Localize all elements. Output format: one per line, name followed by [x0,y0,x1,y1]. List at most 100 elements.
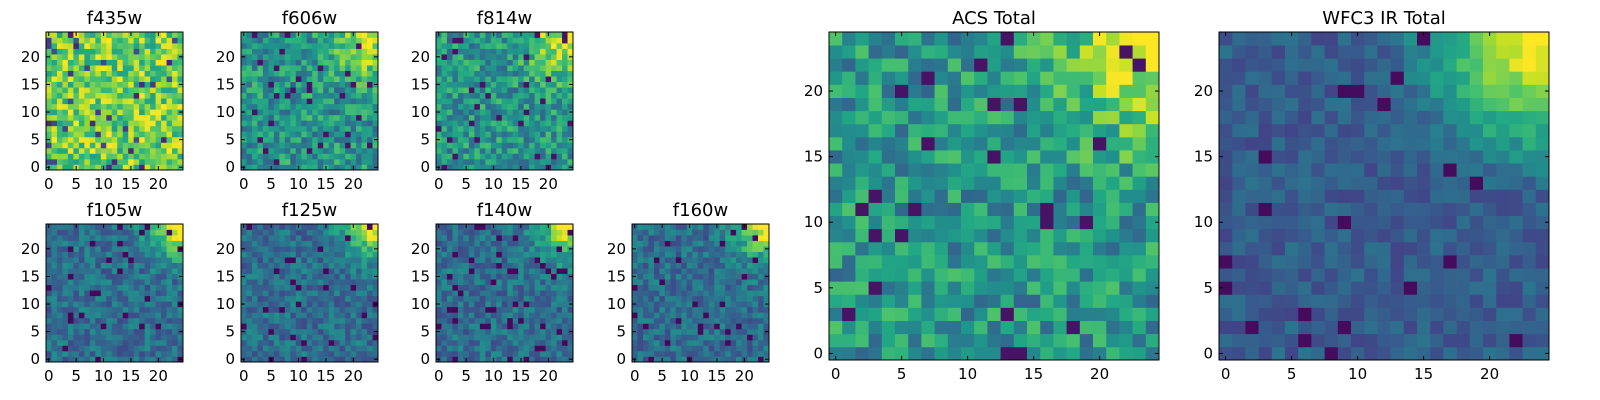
heatmap-cell [334,229,340,236]
heatmap-cell [100,65,107,71]
heatmap-cell [279,92,286,99]
heatmap-cell [251,328,258,335]
heatmap-cell [89,76,96,83]
heatmap-cell [295,301,302,308]
heatmap-cell [534,240,541,247]
heatmap-cell [361,295,368,302]
heatmap-cell [1145,320,1160,335]
heatmap-cell [144,92,151,99]
heatmap-cell [730,268,737,275]
heatmap-cell [46,125,52,132]
heatmap-cell [290,356,297,363]
heatmap-cell [51,164,58,171]
heatmap-cell [829,333,843,348]
heatmap-cell [139,235,145,241]
heatmap-cell [714,246,721,252]
heatmap-cell [507,240,514,247]
heatmap-cell [144,356,151,363]
heatmap-cell [463,158,470,165]
heatmap-cell [441,317,448,324]
heatmap-cell [752,295,759,302]
heatmap-cell [441,153,448,160]
heatmap-cell [659,295,666,302]
heatmap-cell [323,59,330,66]
heatmap-cell [361,65,368,71]
heatmap-cell [295,284,302,291]
heatmap-cell [62,350,69,357]
heatmap-cell [736,251,742,258]
heatmap-cell [763,290,770,297]
heatmap-cell [150,65,156,71]
heatmap-cell [855,189,869,203]
heatmap-cell [540,240,546,247]
heatmap-cell [1093,255,1107,269]
heatmap-cell [51,312,58,319]
heatmap-cell [161,279,167,286]
heatmap-cell [1040,320,1054,335]
heatmap-cell [106,356,113,363]
heatmap-cell [736,317,742,324]
heatmap-cell [372,262,379,269]
heatmap-cell [161,224,167,230]
heatmap-cell [262,246,269,252]
heatmap-cell [133,235,140,241]
heatmap-cell [144,125,151,132]
heatmap-cell [117,98,124,105]
heatmap-cell [562,306,568,313]
heatmap-cell [1093,228,1107,243]
heatmap-cell [262,87,269,94]
heatmap-cell [356,295,362,302]
heatmap-cell [268,328,275,335]
heatmap-cell [106,334,113,341]
heatmap-cell [545,295,552,302]
heatmap-cell [328,92,335,99]
heatmap-cell [501,81,508,88]
heatmap-cell [301,103,308,110]
heatmap-cell [747,240,753,247]
heatmap-cell [334,147,340,154]
heatmap-cell [556,158,563,165]
heatmap-cell [1079,228,1094,243]
heatmap-cell [457,136,464,143]
heatmap-cell [51,142,58,149]
heatmap-cell [100,235,107,241]
y-tick-label: 10 [21,295,40,313]
heatmap-cell [452,81,459,88]
y-tick-label: 10 [216,295,235,313]
heatmap-cell [1013,320,1028,335]
heatmap-cell [301,76,308,83]
heatmap-cell [106,70,113,77]
heatmap-cell [479,284,486,291]
heatmap-cell [117,54,124,60]
heatmap-cell [485,273,492,280]
heatmap-cell [763,339,770,346]
heatmap-cell [339,59,346,66]
heatmap-cell [334,268,340,275]
heatmap-cell [518,235,525,241]
heatmap-cell [468,345,475,352]
heatmap-cell [301,125,308,132]
heatmap-cell [166,114,173,121]
heatmap-cell [518,328,525,335]
heatmap-cell [73,273,80,280]
heatmap-cell [490,103,497,110]
heatmap-cell [540,301,546,308]
heatmap-cell [457,262,464,269]
heatmap-cell [441,98,448,105]
heatmap-cell [556,312,563,319]
heatmap-cell [73,92,80,99]
heatmap-cell [518,81,525,88]
heatmap-cell [895,268,909,282]
heatmap-cell [961,307,975,321]
heatmap-cell [534,279,541,286]
heatmap-cell [1027,228,1041,243]
heatmap-cell [974,176,988,190]
heatmap-cell [468,229,475,236]
heatmap-cell [251,317,258,324]
heatmap-cell [51,246,58,252]
heatmap-cell [725,257,731,263]
heatmap-cell [100,339,107,346]
heatmap-cell [161,328,167,335]
heatmap-cell [512,306,519,313]
heatmap-cell [122,317,129,324]
